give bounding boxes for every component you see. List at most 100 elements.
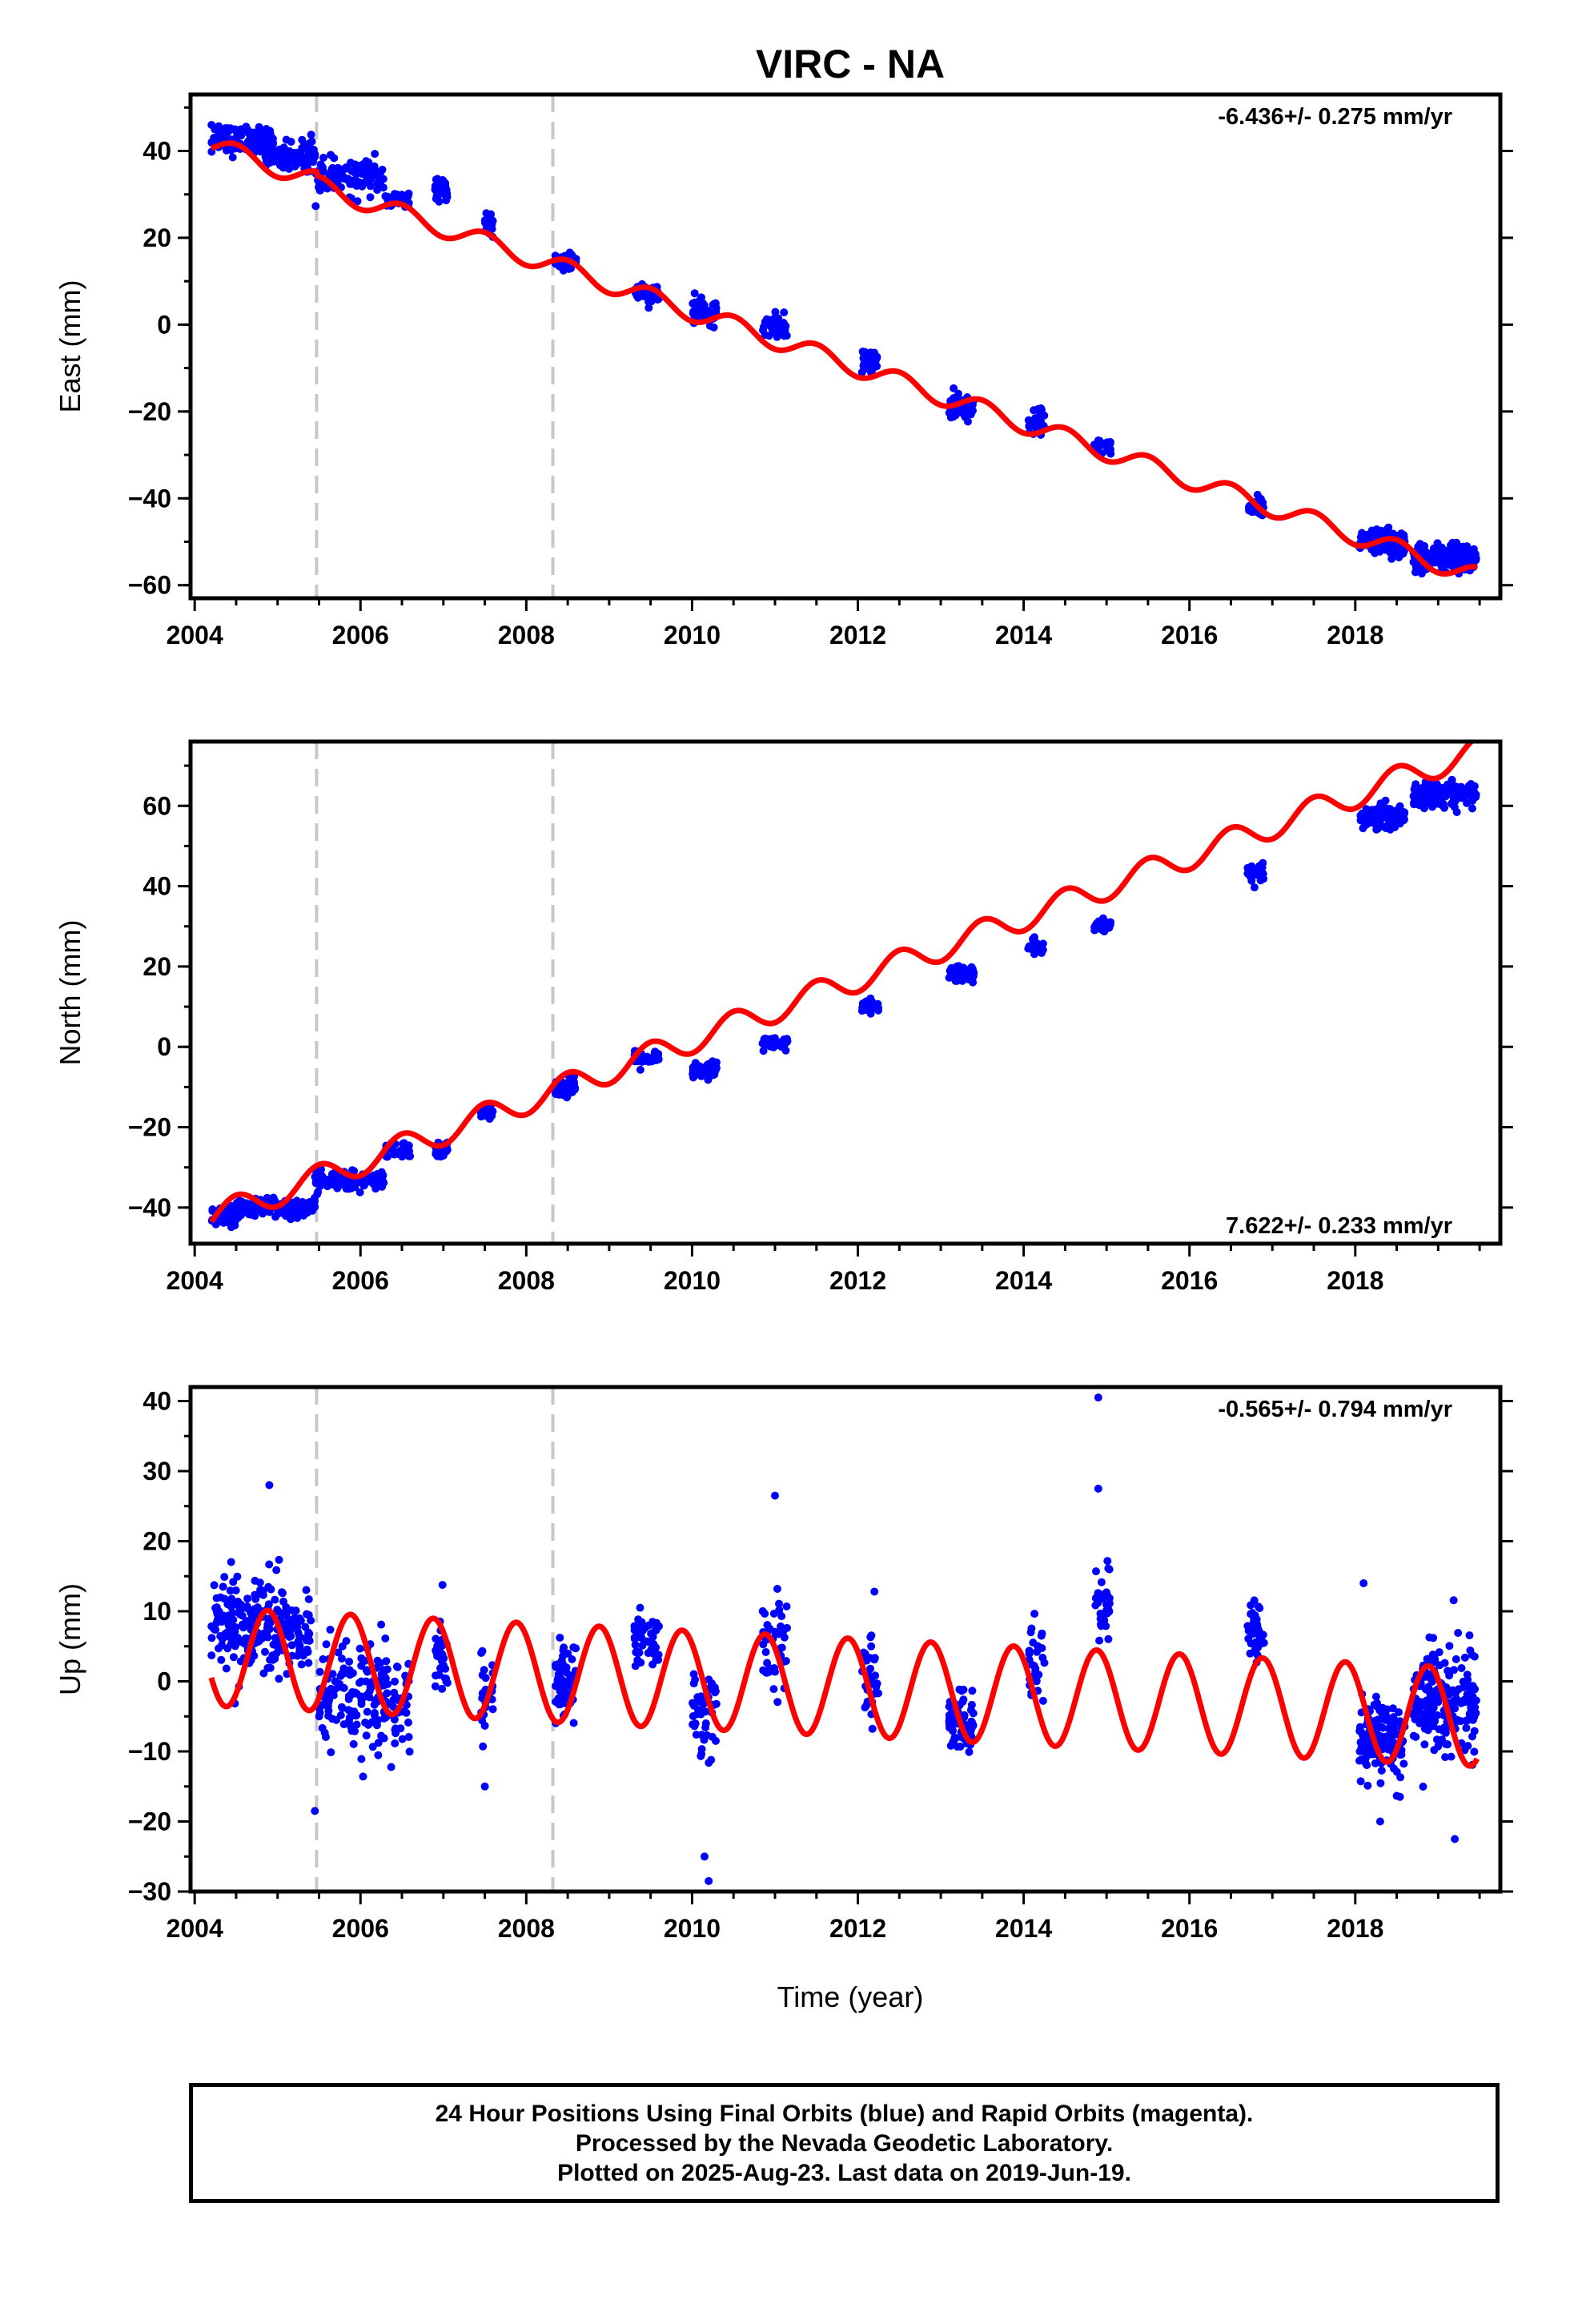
y-axis-label: North (mm)	[54, 920, 86, 1066]
data-point	[287, 1641, 296, 1650]
data-point	[1106, 920, 1114, 929]
y-tick-label: 0	[157, 1032, 171, 1061]
data-point	[1457, 786, 1466, 795]
data-point	[1380, 808, 1389, 817]
data-point	[217, 1655, 226, 1664]
data-point	[1470, 1747, 1479, 1756]
data-point	[1363, 1761, 1371, 1770]
data-point	[264, 1582, 273, 1591]
data-point	[303, 160, 311, 169]
x-tick-label: 2008	[498, 1914, 555, 1943]
data-point	[480, 1721, 489, 1730]
data-point	[266, 1663, 275, 1672]
x-tick-label: 2014	[995, 1266, 1052, 1295]
chart-title: VIRC - NA	[756, 42, 945, 86]
x-tick-label: 2010	[664, 1914, 721, 1943]
data-point	[1247, 1626, 1256, 1634]
data-point	[441, 184, 450, 193]
data-point	[1030, 1662, 1038, 1671]
data-point	[291, 1202, 299, 1211]
data-point	[759, 1047, 768, 1055]
x-tick-label: 2018	[1327, 621, 1383, 649]
data-point	[279, 146, 287, 155]
data-point	[355, 1644, 364, 1653]
data-point	[959, 1685, 968, 1694]
data-point	[325, 170, 334, 179]
data-point	[874, 1003, 883, 1012]
data-point	[950, 1735, 959, 1743]
data-point	[771, 308, 780, 316]
data-point	[654, 1655, 663, 1664]
data-point	[1435, 1648, 1443, 1657]
data-point	[1452, 1689, 1460, 1698]
data-point	[867, 999, 876, 1008]
data-point	[1029, 935, 1037, 943]
data-point	[965, 1747, 974, 1756]
data-point	[251, 137, 259, 146]
data-point	[1356, 816, 1365, 824]
data-point	[636, 1065, 644, 1074]
data-point	[432, 1148, 440, 1156]
x-tick-label: 2004	[167, 1266, 223, 1295]
data-point	[1385, 817, 1394, 826]
data-point	[255, 1637, 263, 1646]
data-point	[443, 1145, 452, 1154]
x-tick-label: 2016	[1161, 621, 1218, 649]
data-point	[1025, 943, 1034, 951]
data-point	[1364, 818, 1373, 827]
data-point	[374, 1739, 383, 1747]
data-point	[339, 172, 347, 181]
data-point	[1038, 1696, 1047, 1705]
data-point	[223, 124, 232, 132]
data-point	[435, 1671, 444, 1679]
data-point	[1247, 1601, 1255, 1610]
data-point	[689, 1679, 698, 1688]
data-point	[266, 1655, 275, 1664]
data-point	[870, 348, 879, 357]
data-point	[207, 1651, 216, 1660]
data-point	[967, 1724, 976, 1733]
data-point	[220, 1594, 229, 1603]
data-point	[650, 1618, 659, 1627]
data-point	[867, 1642, 876, 1651]
data-point	[1389, 808, 1398, 817]
data-point	[339, 1664, 348, 1673]
data-point	[438, 1581, 447, 1590]
data-point	[692, 1068, 701, 1076]
data-point	[307, 1616, 315, 1625]
data-point	[295, 1632, 304, 1641]
data-point	[243, 1604, 252, 1613]
data-point	[227, 1640, 235, 1649]
data-point	[229, 1578, 238, 1586]
x-tick-label: 2006	[332, 1914, 389, 1943]
data-point	[568, 251, 576, 259]
data-point	[1438, 1735, 1447, 1744]
data-point	[229, 1653, 238, 1662]
data-point	[1471, 1685, 1480, 1694]
data-point	[648, 1660, 657, 1669]
data-point	[279, 1589, 287, 1598]
data-point	[1377, 1766, 1386, 1775]
data-point	[404, 1718, 412, 1727]
model-curve	[208, 1607, 1480, 1769]
data-point-outlier	[705, 1876, 713, 1885]
data-point	[212, 1594, 221, 1602]
data-point	[769, 326, 777, 335]
data-point	[363, 1667, 371, 1676]
data-point	[323, 1702, 332, 1711]
data-point	[238, 1620, 247, 1629]
data-point	[1094, 1589, 1102, 1598]
y-axis-label: Up (mm)	[54, 1583, 86, 1695]
data-point	[437, 177, 446, 186]
data-point	[1249, 1617, 1258, 1626]
data-point	[689, 1712, 697, 1720]
data-point	[1454, 1629, 1463, 1637]
data-point	[1460, 1683, 1468, 1691]
data-point	[243, 1202, 251, 1211]
data-point	[873, 1679, 881, 1688]
data-point	[438, 1684, 447, 1693]
data-point-outlier	[311, 1807, 319, 1815]
data-point	[211, 125, 219, 134]
data-point	[1357, 1728, 1366, 1737]
data-point	[392, 1663, 401, 1671]
